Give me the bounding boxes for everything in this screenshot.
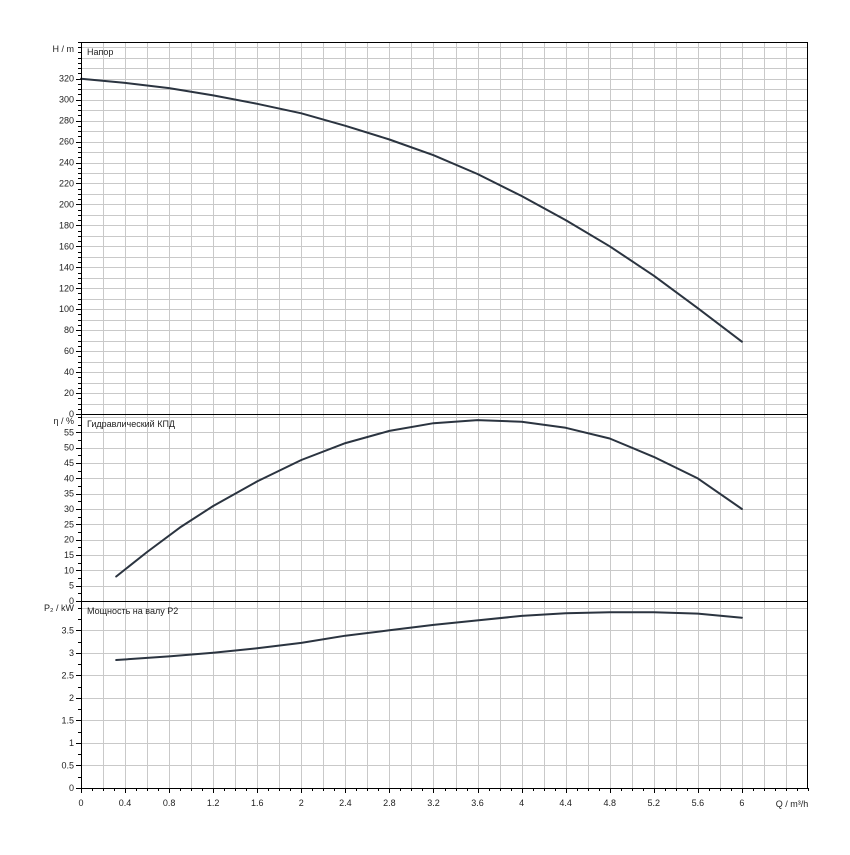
x-tick-label: 5.2 bbox=[648, 798, 661, 808]
y-tick-label: 20 bbox=[64, 535, 74, 545]
y-tick-label: 3 bbox=[69, 648, 74, 658]
y-tick-label: 60 bbox=[64, 346, 74, 356]
y-tick-label: 3.5 bbox=[61, 625, 74, 635]
y-tick-label: 120 bbox=[59, 283, 74, 293]
x-tick-label: 1.6 bbox=[251, 798, 264, 808]
y-tick-label: 320 bbox=[59, 74, 74, 84]
y-tick-label: 0 bbox=[69, 409, 74, 419]
panel-frame bbox=[81, 601, 808, 789]
x-tick-label: 0 bbox=[78, 798, 83, 808]
x-tick-label: 4.4 bbox=[559, 798, 572, 808]
series-line bbox=[115, 419, 743, 578]
y-tick-label: 25 bbox=[64, 519, 74, 529]
y-tick-label: 300 bbox=[59, 95, 74, 105]
series-line bbox=[115, 611, 743, 661]
x-tick-label: 2.8 bbox=[383, 798, 396, 808]
y-tick-label: 40 bbox=[64, 367, 74, 377]
y-tick-label: 100 bbox=[59, 304, 74, 314]
y-tick-label: 2 bbox=[69, 693, 74, 703]
y-axis-label: P₂ / kW bbox=[44, 603, 74, 613]
y-tick-label: 0 bbox=[69, 596, 74, 606]
y-tick-label: 45 bbox=[64, 458, 74, 468]
x-tick-label: 3.2 bbox=[427, 798, 440, 808]
x-tick-label: 2 bbox=[299, 798, 304, 808]
y-tick-label: 55 bbox=[64, 427, 74, 437]
x-tick-label: 0.4 bbox=[119, 798, 132, 808]
y-tick-label: 80 bbox=[64, 325, 74, 335]
x-tick-label: 0.8 bbox=[163, 798, 176, 808]
x-tick-label: 3.6 bbox=[471, 798, 484, 808]
y-axis-label: H / m bbox=[53, 44, 75, 54]
series-line bbox=[80, 77, 743, 343]
y-tick-label: 15 bbox=[64, 550, 74, 560]
x-tick-label: 4 bbox=[519, 798, 524, 808]
y-tick-label: 240 bbox=[59, 158, 74, 168]
y-tick-label: 30 bbox=[64, 504, 74, 514]
y-axis-label: η / % bbox=[53, 416, 74, 426]
y-tick-label: 280 bbox=[59, 116, 74, 126]
panel-title: Напор bbox=[87, 47, 113, 57]
y-tick-label: 260 bbox=[59, 137, 74, 147]
y-tick-label: 180 bbox=[59, 220, 74, 230]
x-tick-label: 6 bbox=[739, 798, 744, 808]
x-axis-label: Q / m³/h bbox=[776, 799, 809, 809]
y-tick-label: 20 bbox=[64, 388, 74, 398]
y-tick-label: 140 bbox=[59, 262, 74, 272]
x-tick-label: 4.8 bbox=[603, 798, 616, 808]
y-tick-label: 220 bbox=[59, 178, 74, 188]
y-tick-label: 5 bbox=[69, 581, 74, 591]
x-tick-label: 1.2 bbox=[207, 798, 220, 808]
panel-title: Мощность на валу P2 bbox=[87, 606, 178, 616]
y-tick-label: 0.5 bbox=[61, 760, 74, 770]
x-tick-label: 5.6 bbox=[692, 798, 705, 808]
x-tick-label: 2.4 bbox=[339, 798, 352, 808]
y-tick-label: 200 bbox=[59, 199, 74, 209]
y-tick-label: 1 bbox=[69, 738, 74, 748]
y-tick-label: 40 bbox=[64, 473, 74, 483]
y-tick-label: 2.5 bbox=[61, 670, 74, 680]
y-tick-label: 35 bbox=[64, 489, 74, 499]
y-tick-label: 1.5 bbox=[61, 715, 74, 725]
y-tick-label: 10 bbox=[64, 565, 74, 575]
y-tick-label: 160 bbox=[59, 241, 74, 251]
y-tick-label: 0 bbox=[69, 783, 74, 793]
panel-title: Гидравлический КПД bbox=[87, 419, 175, 429]
y-tick-label: 50 bbox=[64, 443, 74, 453]
